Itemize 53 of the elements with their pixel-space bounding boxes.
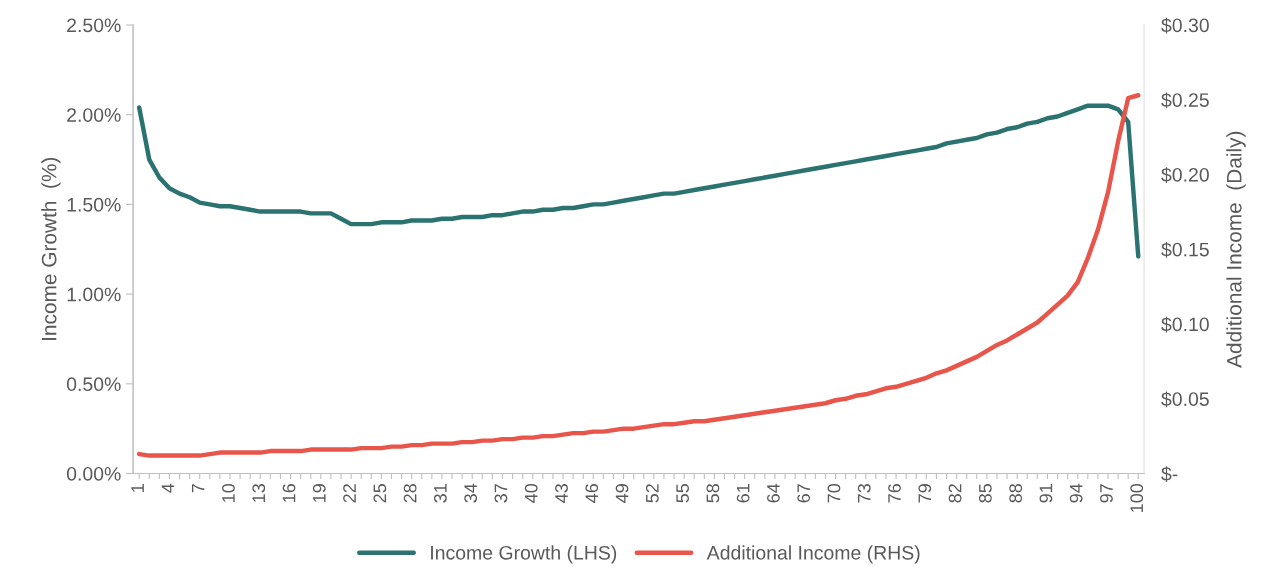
x-tick-label: 10 <box>222 483 235 502</box>
x-tick-label: 97 <box>1100 484 1113 503</box>
x-tick-label: 13 <box>252 484 266 502</box>
x-tick-label: 19 <box>312 484 326 502</box>
x-tick-label: 91 <box>1039 484 1053 503</box>
x-tick-label: 7 <box>191 484 205 493</box>
x-tick-label: 73 <box>857 484 871 503</box>
x-tick-label: 4 <box>161 483 175 493</box>
x-tick-label: 64 <box>767 483 780 503</box>
line-series <box>136 103 1141 259</box>
y2-tick-label: $0.20 <box>1161 167 1209 183</box>
x-tick-label: 85 <box>978 483 992 503</box>
x-tick-label: 31 <box>433 484 447 503</box>
x-tick-label: 25 <box>373 483 387 503</box>
x-tick-label: 82 <box>948 484 962 503</box>
x-tick-label: 76 <box>888 484 901 503</box>
x-tick-label: 28 <box>403 484 417 503</box>
x-tick-label: 94 <box>1069 483 1083 503</box>
y-axis-title: Income Growth (%) <box>41 157 61 340</box>
x-tick-label: 46 <box>585 484 599 503</box>
y2-tick-label: $0.30 <box>1161 17 1209 34</box>
x-tick-label: 61 <box>736 484 750 503</box>
x-tick-label: 49 <box>615 484 629 503</box>
y2-tick-label: $- <box>1161 466 1178 482</box>
y2-axis-title: Additional Income (Daily) <box>1226 131 1246 368</box>
x-tick-label: 55 <box>676 483 689 503</box>
legend-label: Income Growth (LHS) <box>431 545 617 564</box>
x-tick-label: 58 <box>706 484 720 503</box>
x-tick-label: 70 <box>827 483 841 503</box>
x-tick-label: 67 <box>797 484 811 503</box>
x-tick-label: 40 <box>524 483 538 503</box>
x-tick-label: 88 <box>1009 484 1023 503</box>
line-series <box>136 93 1141 458</box>
y-tick-label: 1.50% <box>67 197 121 212</box>
legend-label: Additional Income (RHS) <box>706 545 920 564</box>
x-tick-label: 52 <box>645 484 659 503</box>
x-tick-label: 79 <box>918 484 932 503</box>
y2-tick-label: $0.10 <box>1161 316 1209 333</box>
y2-tick-label: $0.05 <box>1161 391 1209 408</box>
y2-tick-label: $0.15 <box>1161 241 1209 258</box>
y-tick-label: 2.00% <box>67 108 121 122</box>
x-tick-label: 43 <box>555 484 568 503</box>
x-tick-label: 100 <box>1130 483 1144 512</box>
x-tick-label: 34 <box>464 483 478 503</box>
x-tick-label: 22 <box>343 484 356 503</box>
x-tick-label: 16 <box>282 484 296 502</box>
x-tick-label: 1 <box>131 484 144 492</box>
x-tick-label: 37 <box>494 484 508 503</box>
y2-tick-label: $0.25 <box>1161 92 1209 109</box>
y-tick-label: 1.00% <box>67 287 121 302</box>
y-tick-label: 0.00% <box>66 466 121 481</box>
y-tick-label: 2.50% <box>67 18 121 33</box>
y-tick-label: 0.50% <box>66 377 121 392</box>
